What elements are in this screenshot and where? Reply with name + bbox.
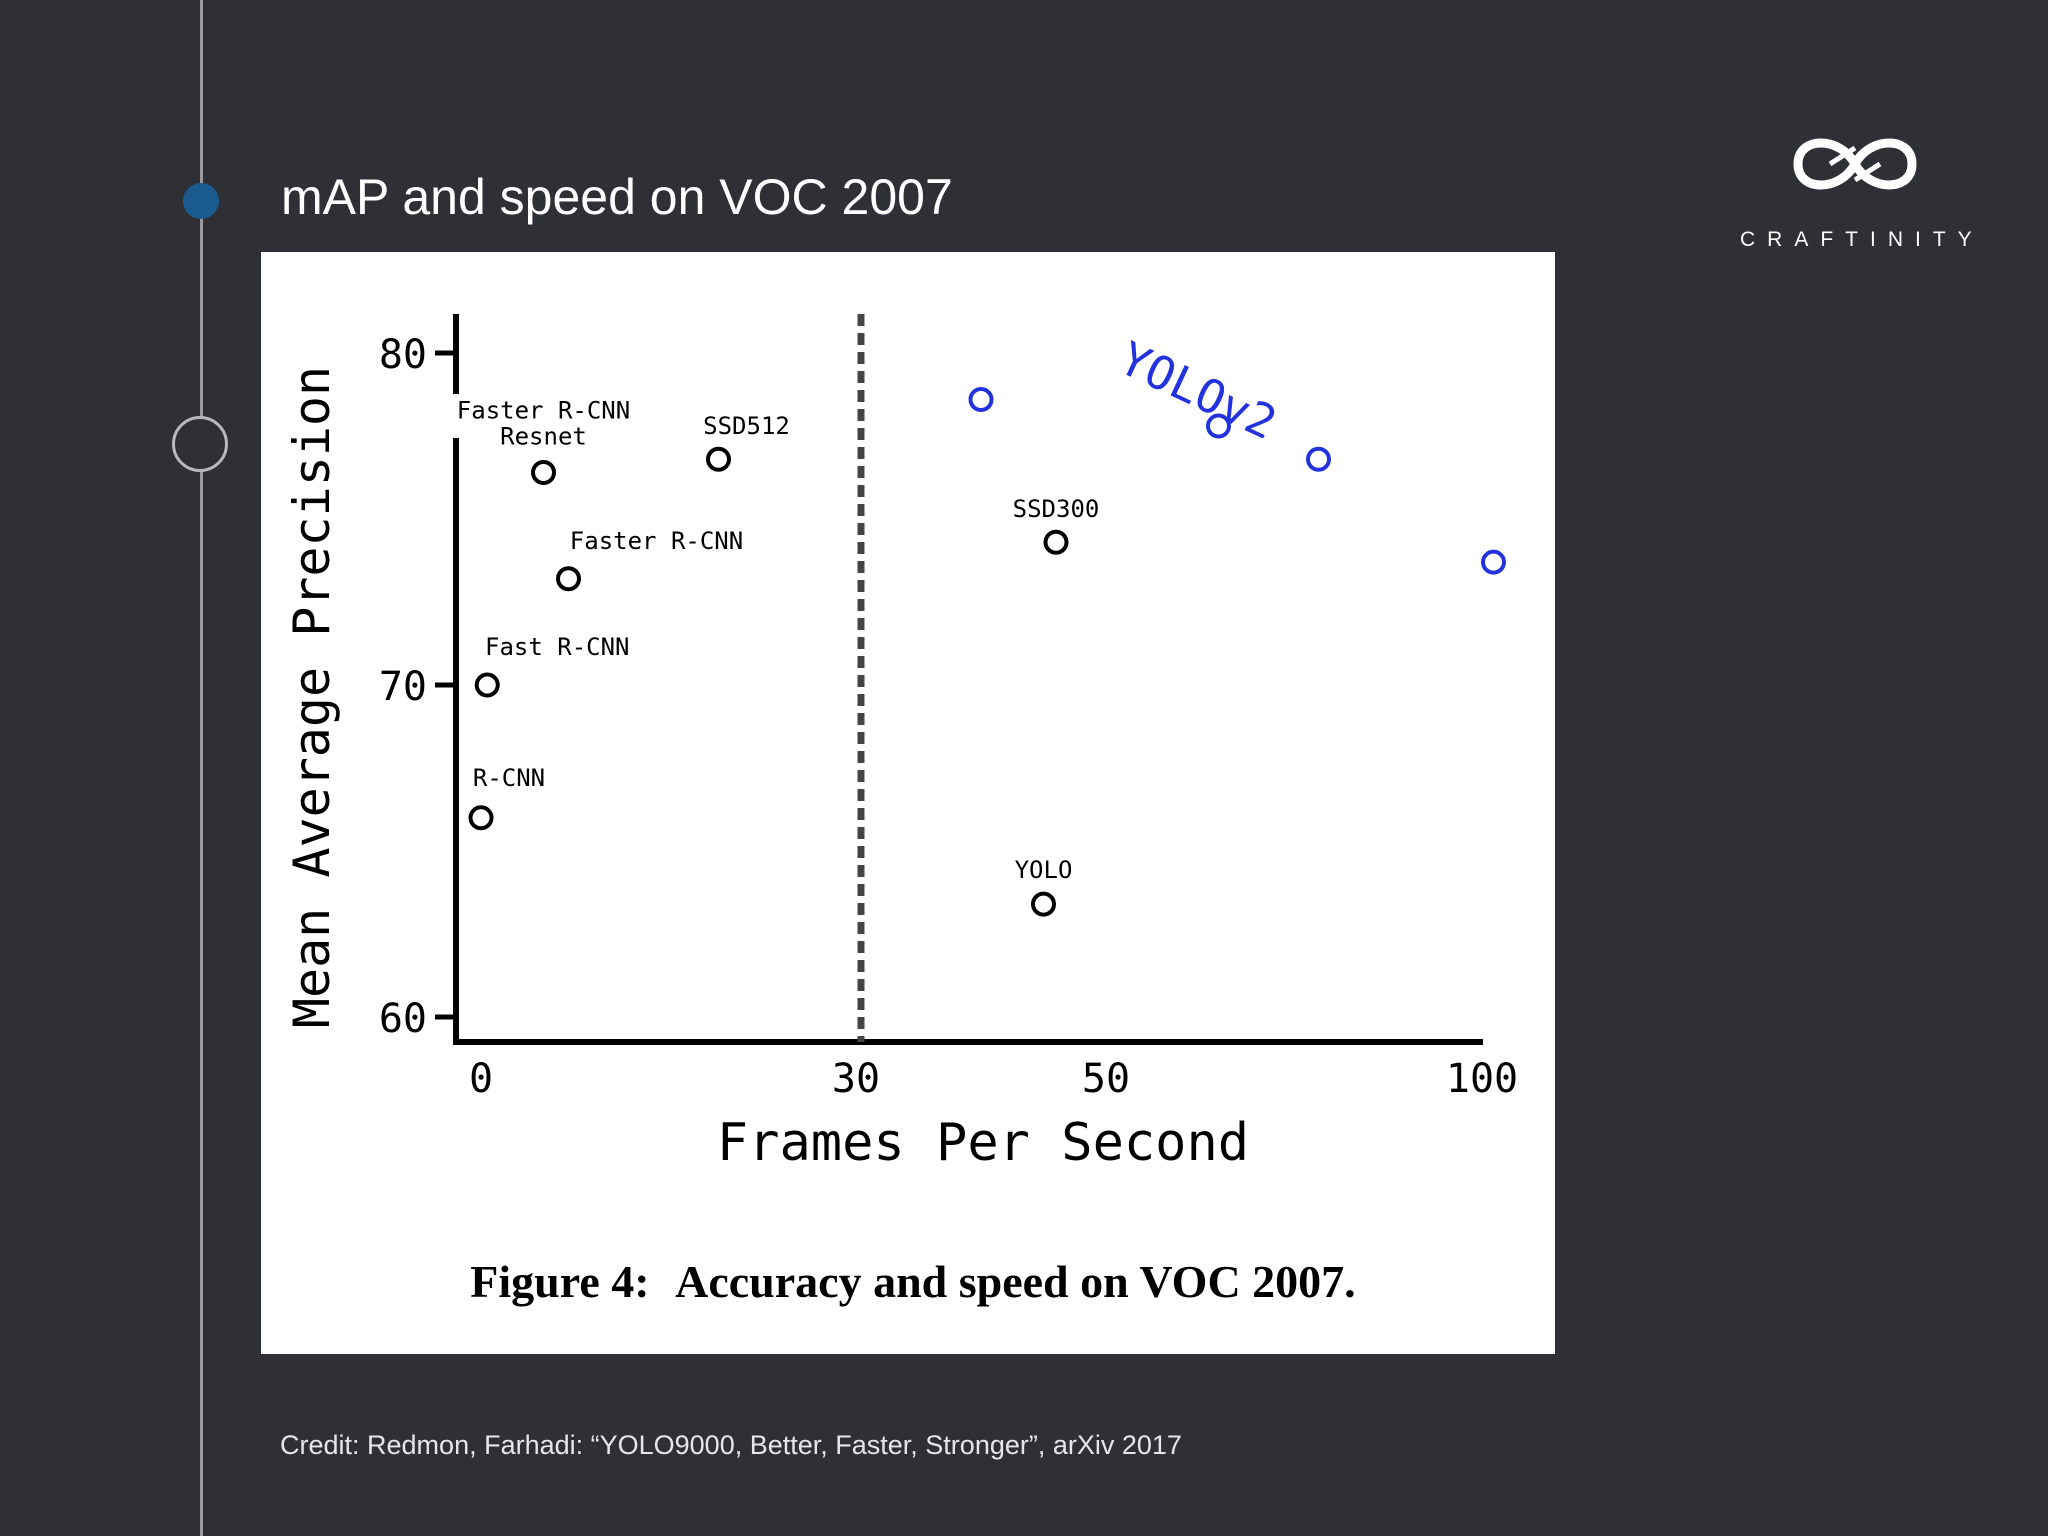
y-tick-label-70: 70 <box>379 664 427 710</box>
figure-panel: 60 70 80 0 30 50 100 R-CNN Fast R-CNN Faster R-CN… <box>261 252 1555 1354</box>
y-tick-label-60: 60 <box>379 996 427 1042</box>
caption-label: Figure 4: <box>470 1256 649 1307</box>
slide-title: mAP and speed on VOC 2007 <box>281 169 953 225</box>
data-point-0-1 <box>474 672 500 698</box>
series-label-1: YOLOv2 <box>1111 331 1284 450</box>
timeline-dot-active[interactable] <box>183 183 219 219</box>
timeline-line <box>200 0 203 1536</box>
point-label-0-5-0: SSD300 <box>1013 495 1100 523</box>
point-label-0-3-1: Resnet <box>500 423 587 451</box>
point-label-0-1-0: Fast R-CNN <box>485 633 630 661</box>
credit-text: Credit: Redmon, Farhadi: “YOLO9000, Bett… <box>280 1430 1182 1460</box>
craftinity-logo: CRAFTINITY <box>1740 128 1984 258</box>
infinity-loop-icon <box>1793 138 1917 190</box>
point-label-0-3-0: Faster R-CNN <box>457 397 630 425</box>
y-tick-label-80: 80 <box>379 332 427 378</box>
scatter-chart: 60 70 80 0 30 50 100 R-CNN Fast R-CNN Faster R-CN… <box>283 314 1518 1307</box>
data-point-1-1 <box>1206 413 1231 439</box>
data-point-0-4 <box>706 446 731 472</box>
data-point-1-0 <box>968 386 994 412</box>
data-point-0-2 <box>556 566 581 592</box>
timeline-dot-inactive[interactable] <box>172 416 228 472</box>
data-point-0-3 <box>531 460 556 486</box>
point-label-0-4-0: SSD512 <box>703 412 790 440</box>
x-tick-label-0: 0 <box>469 1056 493 1102</box>
x-axis-label: Frames Per Second <box>717 1113 1249 1173</box>
x-tick-label-30: 30 <box>832 1056 880 1102</box>
data-point-1-3 <box>1481 549 1506 575</box>
point-label-0-2-0: Faster R-CNN <box>570 527 743 555</box>
data-point-0-6 <box>1031 891 1056 917</box>
point-label-0-6-0: YOLO <box>1015 856 1073 884</box>
figure-caption: Figure 4: Accuracy and speed on VOC 2007… <box>470 1256 1355 1307</box>
caption-text: Accuracy and speed on VOC 2007. <box>675 1256 1356 1307</box>
data-point-1-2 <box>1306 446 1331 472</box>
x-tick-label-100: 100 <box>1446 1056 1518 1102</box>
x-tick-label-50: 50 <box>1082 1056 1130 1102</box>
y-axis-label: Mean Average Precision <box>283 366 341 1028</box>
data-point-0-0 <box>468 805 494 831</box>
logo-text: CRAFTINITY <box>1740 228 1984 251</box>
point-label-0-0-0: R-CNN <box>473 764 545 792</box>
data-point-0-5 <box>1043 529 1069 555</box>
